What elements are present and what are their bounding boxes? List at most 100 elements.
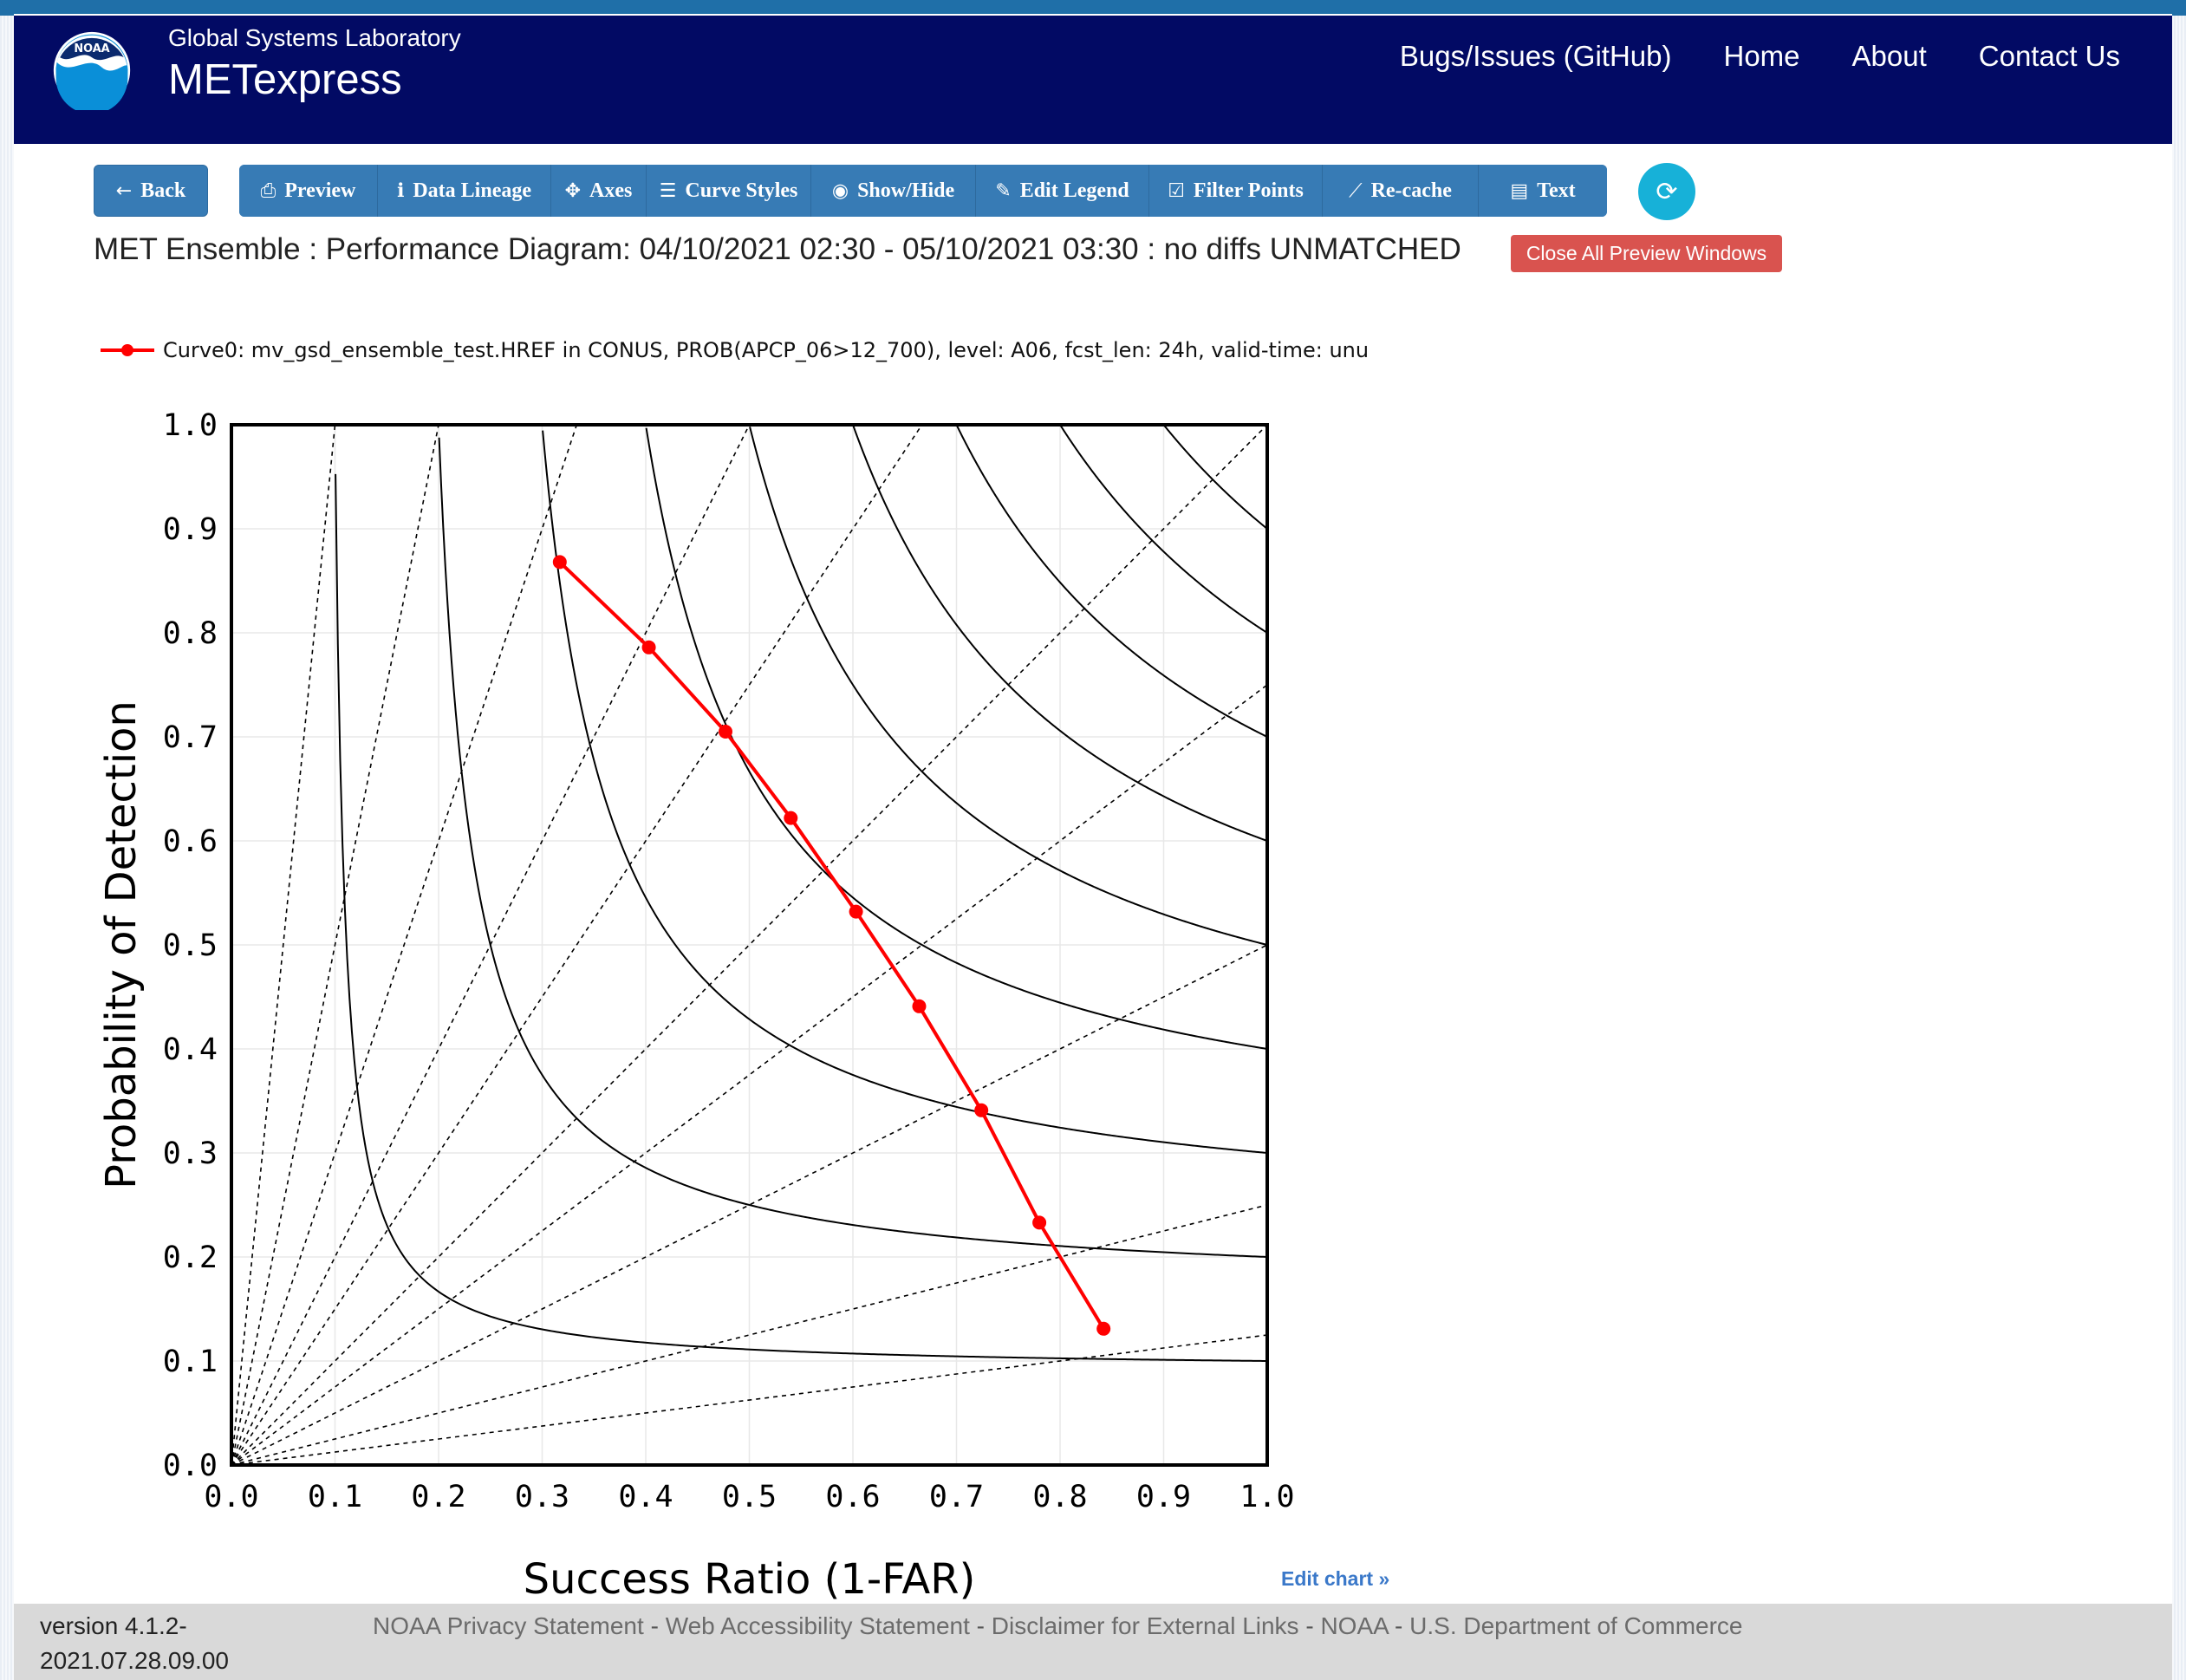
csi-isoline bbox=[1059, 425, 1267, 634]
y-tick-label: 1.0 bbox=[163, 408, 218, 443]
checkbox-icon: ☑ bbox=[1168, 179, 1185, 202]
refresh-icon: ⟳ bbox=[1656, 176, 1678, 207]
y-tick-label: 0.6 bbox=[163, 824, 218, 859]
y-tick-label: 0.5 bbox=[163, 928, 218, 963]
bias-line bbox=[231, 425, 1267, 1465]
x-axis-label: Success Ratio (1-FAR) bbox=[524, 1555, 976, 1604]
version-line-2: 2021.07.28.09.00 bbox=[40, 1647, 229, 1674]
y-tick-label: 0.9 bbox=[163, 512, 218, 547]
footer-link-noaa[interactable]: NOAA bbox=[1320, 1612, 1389, 1639]
app-name[interactable]: METexpress bbox=[168, 56, 402, 103]
footer-links: NOAA Privacy Statement - Web Accessibili… bbox=[373, 1612, 1743, 1639]
edit-legend-button[interactable]: ✎ Edit Legend bbox=[976, 165, 1149, 217]
noaa-logo-icon[interactable]: NOAA bbox=[52, 30, 156, 134]
bias-line bbox=[231, 1334, 1267, 1465]
y-tick-label: 0.0 bbox=[163, 1449, 218, 1483]
filter-points-button[interactable]: ☑ Filter Points bbox=[1149, 165, 1323, 217]
svg-text:NOAA: NOAA bbox=[74, 42, 109, 55]
header: NOAA Global Systems Laboratory METexpres… bbox=[14, 16, 2172, 144]
series-point bbox=[912, 999, 927, 1013]
printer-icon: ⎙ bbox=[260, 179, 277, 202]
preview-button[interactable]: ⎙ Preview bbox=[239, 165, 378, 217]
x-tick-label: 0.0 bbox=[204, 1480, 258, 1514]
show-hide-button[interactable]: ◉ Show/Hide bbox=[811, 165, 976, 217]
document-icon: ▤ bbox=[1510, 179, 1529, 202]
nav-about[interactable]: About bbox=[1851, 40, 1927, 72]
series-point bbox=[552, 555, 567, 570]
line-chart-icon: ⟋ bbox=[1349, 179, 1363, 202]
close-all-preview-windows-button[interactable]: Close All Preview Windows bbox=[1511, 235, 1782, 272]
legend-swatch bbox=[101, 344, 154, 356]
csi-isoline bbox=[542, 430, 1267, 1154]
series-point bbox=[1032, 1215, 1047, 1230]
series-point bbox=[641, 640, 656, 654]
lab-name: Global Systems Laboratory bbox=[168, 24, 461, 51]
x-tick-label: 0.1 bbox=[308, 1480, 362, 1514]
move-arrows-icon: ✥ bbox=[564, 179, 582, 202]
x-tick-label: 0.6 bbox=[825, 1480, 880, 1514]
y-tick-label: 0.7 bbox=[163, 720, 218, 755]
back-button[interactable]: ← Back bbox=[94, 165, 208, 217]
x-tick-label: 0.5 bbox=[722, 1480, 777, 1514]
series-point bbox=[974, 1103, 989, 1117]
csi-isoline bbox=[438, 437, 1267, 1258]
y-axis-label: Probability of Detection bbox=[97, 700, 146, 1189]
footer-link-commerce[interactable]: U.S. Department of Commerce bbox=[1409, 1612, 1743, 1639]
footer-link-disclaimer[interactable]: Disclaimer for External Links bbox=[991, 1612, 1299, 1639]
bias-line bbox=[231, 425, 578, 1465]
edit-chart-link[interactable]: Edit chart » bbox=[1281, 1567, 1390, 1590]
list-icon: ☰ bbox=[659, 179, 677, 202]
series-point bbox=[849, 904, 863, 919]
x-tick-label: 0.4 bbox=[618, 1480, 673, 1514]
pencil-icon: ✎ bbox=[995, 179, 1012, 202]
footer: version 4.1.2- 2021.07.28.09.00 NOAA Pri… bbox=[14, 1604, 2172, 1680]
csi-isoline bbox=[335, 473, 1267, 1362]
csi-isoline bbox=[645, 427, 1267, 1050]
x-tick-label: 0.7 bbox=[929, 1480, 984, 1514]
curve-styles-button[interactable]: ☰ Curve Styles bbox=[647, 165, 811, 217]
series-point bbox=[719, 725, 733, 739]
axes-button[interactable]: ✥ Axes bbox=[551, 165, 647, 217]
x-tick-label: 1.0 bbox=[1239, 1480, 1294, 1514]
y-tick-label: 0.8 bbox=[163, 616, 218, 651]
nav-contact-us[interactable]: Contact Us bbox=[1978, 40, 2120, 72]
nav-bugs-issues[interactable]: Bugs/Issues (GitHub) bbox=[1399, 40, 1672, 72]
x-tick-label: 0.8 bbox=[1032, 1480, 1087, 1514]
footer-link-accessibility[interactable]: Web Accessibility Statement bbox=[665, 1612, 970, 1639]
top-nav: Bugs/Issues (GitHub) Home About Contact … bbox=[1400, 40, 2120, 73]
version-line-1: version 4.1.2- bbox=[40, 1612, 187, 1639]
data-lineage-button[interactable]: ℹ Data Lineage bbox=[378, 165, 551, 217]
x-tick-label: 0.9 bbox=[1136, 1480, 1191, 1514]
bias-line bbox=[231, 944, 1267, 1465]
toolbar-button-group: ⎙ Preview ℹ Data Lineage ✥ Axes ☰ Curve … bbox=[239, 165, 1607, 217]
bias-line bbox=[231, 425, 439, 1465]
csi-isoline bbox=[749, 427, 1267, 946]
x-tick-label: 0.3 bbox=[515, 1480, 569, 1514]
bias-lines bbox=[231, 425, 1267, 1465]
csi-isoline bbox=[1163, 425, 1267, 530]
series-point bbox=[784, 811, 798, 825]
arrow-left-icon: ← bbox=[115, 179, 133, 202]
info-icon: ℹ bbox=[396, 179, 405, 202]
x-tick-label: 0.2 bbox=[411, 1480, 465, 1514]
y-tick-label: 0.4 bbox=[163, 1032, 218, 1067]
footer-link-privacy[interactable]: NOAA Privacy Statement bbox=[373, 1612, 644, 1639]
plot-title: MET Ensemble : Performance Diagram: 04/1… bbox=[94, 232, 1461, 266]
page-body bbox=[14, 14, 2172, 1680]
csi-isoline bbox=[852, 426, 1267, 842]
version-text: version 4.1.2- 2021.07.28.09.00 bbox=[40, 1609, 229, 1678]
plot-frame bbox=[230, 423, 1269, 1467]
eye-slash-icon: ◉ bbox=[831, 179, 849, 202]
text-button[interactable]: ▤ Text bbox=[1479, 165, 1607, 217]
y-tick-label: 0.1 bbox=[163, 1345, 218, 1379]
y-tick-label: 0.2 bbox=[163, 1240, 218, 1275]
top-strip bbox=[0, 0, 2186, 16]
legend-label: Curve0: mv_gsd_ensemble_test.HREF in CON… bbox=[163, 338, 1370, 362]
re-cache-button[interactable]: ⟋ Re-cache bbox=[1323, 165, 1479, 217]
bias-line bbox=[231, 425, 336, 1465]
nav-home[interactable]: Home bbox=[1723, 40, 1800, 72]
refresh-button[interactable]: ⟳ bbox=[1638, 163, 1695, 220]
y-tick-label: 0.3 bbox=[163, 1136, 218, 1171]
csi-isoline bbox=[956, 425, 1267, 738]
